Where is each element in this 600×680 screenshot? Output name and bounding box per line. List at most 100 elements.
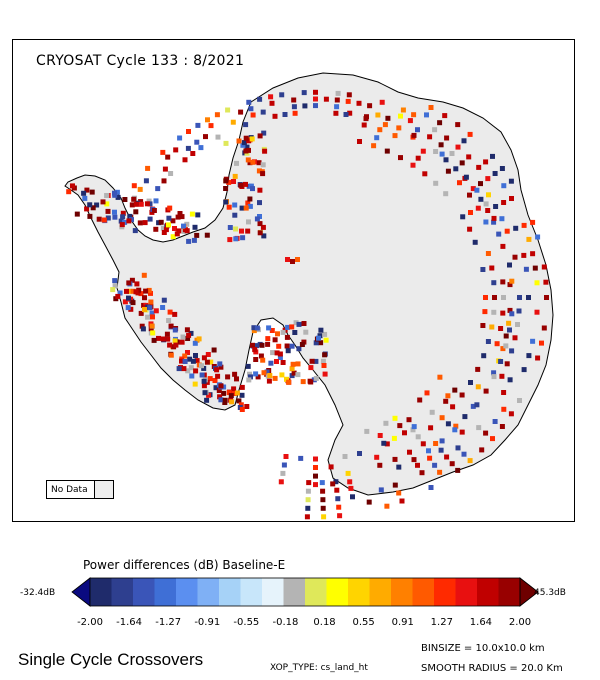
- no-data-legend: No Data: [46, 480, 114, 499]
- colorbar-segment: [434, 578, 456, 606]
- crossover-bin: [214, 112, 220, 118]
- crossover-bin: [356, 100, 362, 106]
- crossover-bin: [221, 384, 227, 390]
- crossover-bin: [153, 226, 159, 232]
- crossover-bin: [530, 338, 536, 344]
- crossover-bin: [173, 147, 179, 153]
- crossover-bin: [357, 451, 362, 456]
- crossover-bin: [191, 237, 197, 243]
- crossover-bin: [459, 429, 465, 435]
- crossover-bin: [232, 202, 238, 208]
- crossover-bin: [262, 148, 268, 154]
- crossover-bin: [313, 358, 319, 364]
- crossover-bin: [126, 295, 131, 301]
- crossover-bin: [475, 384, 481, 390]
- crossover-bin: [138, 310, 144, 316]
- crossover-bin: [257, 221, 263, 227]
- crossover-bin: [254, 325, 260, 331]
- crossover-bin: [239, 407, 245, 412]
- colorbar-segment: [283, 578, 306, 606]
- crossover-bin: [334, 104, 340, 110]
- crossover-bin: [483, 295, 488, 300]
- crossover-bin: [379, 99, 385, 105]
- crossover-bin: [233, 226, 239, 232]
- crossover-bin: [485, 339, 491, 344]
- crossover-bin: [346, 92, 352, 98]
- crossover-bin: [203, 134, 208, 140]
- crossover-bin: [194, 232, 200, 238]
- crossover-bin: [503, 343, 509, 349]
- colorbar-segment: [369, 578, 392, 606]
- crossover-bin: [201, 355, 207, 361]
- crossover-bin: [348, 485, 354, 491]
- crossover-bin: [266, 325, 272, 331]
- crossover-bin: [313, 456, 318, 462]
- crossover-bin: [247, 160, 253, 166]
- crossover-bin: [226, 390, 232, 396]
- crossover-bin: [282, 112, 288, 117]
- crossover-bin: [323, 337, 329, 343]
- colorbar-segment: [262, 578, 284, 606]
- crossover-bin: [453, 166, 459, 172]
- crossover-bin: [544, 295, 549, 300]
- crossover-bin: [375, 112, 381, 118]
- crossover-bin: [161, 230, 167, 235]
- crossover-bin: [483, 388, 489, 394]
- crossover-bin: [162, 166, 168, 172]
- crossover-bin: [239, 205, 245, 211]
- crossover-bin: [158, 219, 164, 225]
- crossover-bin: [498, 359, 504, 364]
- crossover-bin: [207, 376, 213, 382]
- map-title: CRYOSAT Cycle 133 : 8/2021: [36, 53, 245, 69]
- crossover-bin: [445, 393, 451, 399]
- crossover-bin: [226, 204, 232, 210]
- crossover-bin: [223, 186, 229, 191]
- crossover-bin: [457, 180, 462, 186]
- crossover-bin: [279, 92, 285, 98]
- crossover-bin: [392, 456, 398, 462]
- crossover-bin: [251, 325, 257, 331]
- crossover-bin: [483, 201, 489, 207]
- crossover-bin: [535, 355, 541, 361]
- crossover-bin: [185, 145, 191, 151]
- crossover-bin: [478, 196, 484, 202]
- crossover-bin: [247, 371, 252, 377]
- crossover-bin: [452, 427, 458, 433]
- crossover-bin: [291, 370, 297, 376]
- crossover-bin: [499, 373, 505, 379]
- crossover-bin: [419, 470, 425, 476]
- crossover-bin: [513, 225, 519, 231]
- crossover-bin: [257, 187, 263, 193]
- crossover-bin: [201, 383, 207, 389]
- crossover-bin: [252, 347, 258, 353]
- crossover-bin: [377, 462, 383, 468]
- crossover-bin: [255, 374, 261, 380]
- crossover-bin: [479, 447, 485, 453]
- crossover-bin: [138, 199, 144, 205]
- crossover-bin: [190, 358, 196, 364]
- crossover-bin: [396, 490, 402, 496]
- crossover-bin: [239, 392, 245, 398]
- crossover-bin: [146, 198, 152, 204]
- crossover-bin: [180, 334, 186, 340]
- crossover-bin: [491, 219, 497, 225]
- crossover-bin: [139, 323, 145, 329]
- crossover-bin: [507, 307, 513, 313]
- colorbar-segment: [348, 578, 370, 606]
- crossover-bin: [507, 327, 512, 333]
- crossover-bin: [411, 424, 417, 430]
- crossover-bin: [428, 485, 434, 490]
- crossover-bin: [279, 372, 285, 378]
- crossover-bin: [134, 281, 140, 287]
- crossover-bin: [415, 434, 421, 440]
- crossover-bin: [415, 462, 420, 468]
- crossover-bin: [381, 440, 387, 446]
- crossover-bin: [153, 308, 159, 314]
- crossover-bin: [490, 153, 495, 159]
- crossover-bin: [215, 373, 221, 379]
- crossover-bin: [392, 133, 398, 139]
- crossover-bin: [222, 397, 228, 403]
- crossover-bin: [170, 218, 176, 224]
- crossover-bin: [284, 334, 290, 340]
- crossover-bin: [84, 206, 90, 212]
